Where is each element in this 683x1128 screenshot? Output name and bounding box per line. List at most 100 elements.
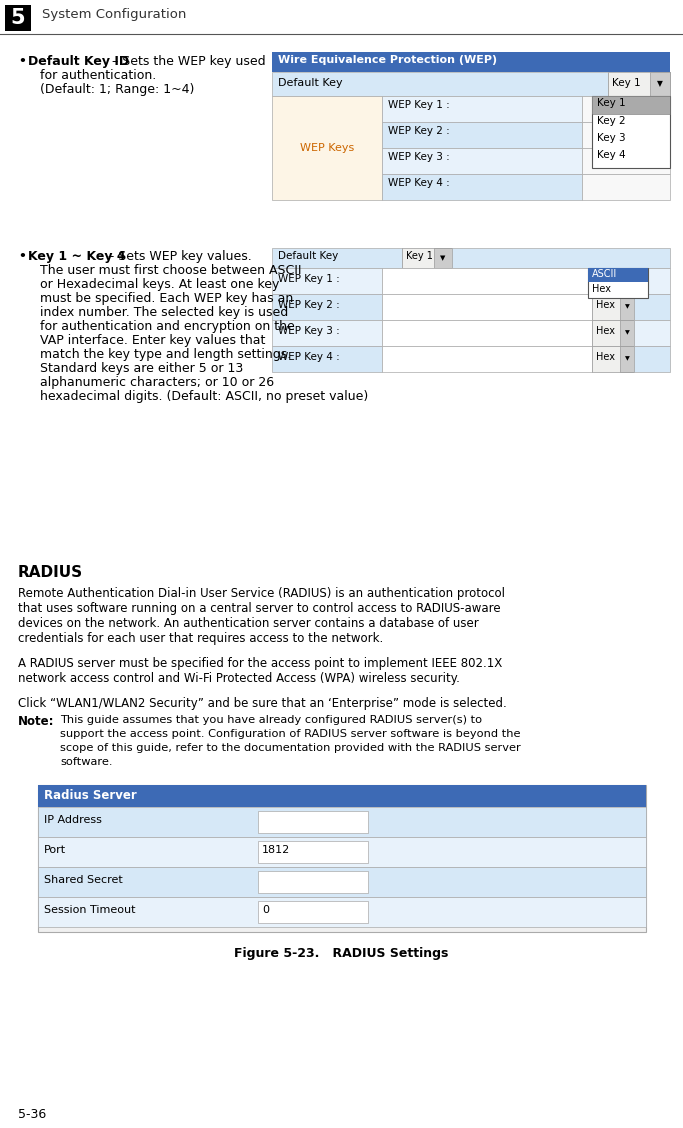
Text: 5: 5 [11,8,25,28]
Bar [258,841,368,863]
Bar [434,248,452,268]
Text: – Sets WEP key values.: – Sets WEP key values. [104,250,252,263]
Bar [272,96,382,200]
Bar [592,96,670,168]
Text: credentials for each user that requires access to the network.: credentials for each user that requires … [18,632,383,645]
Text: System Configuration: System Configuration [42,8,186,21]
Text: devices on the network. An authentication server contains a database of user: devices on the network. An authenticatio… [18,617,479,631]
Bar [38,867,646,897]
Text: Key 1: Key 1 [612,78,641,88]
Bar [258,871,368,893]
Bar [272,346,382,372]
Bar [272,52,670,72]
Text: IP Address: IP Address [44,816,102,825]
Text: Key 1 ~ Key 4: Key 1 ~ Key 4 [28,250,126,263]
Text: Hex: Hex [596,274,615,284]
Text: 5-36: 5-36 [18,1108,46,1121]
Bar [588,268,648,298]
Bar [38,897,646,927]
Text: This guide assumes that you have already configured RADIUS server(s) to: This guide assumes that you have already… [60,715,482,725]
Bar [620,346,634,372]
Text: Figure 5-23.   RADIUS Settings: Figure 5-23. RADIUS Settings [234,948,449,960]
Bar [382,320,592,346]
Text: WEP Key 1 :: WEP Key 1 : [388,100,449,111]
Text: Hex: Hex [592,284,611,294]
Bar [38,785,646,932]
Text: Default Key: Default Key [278,78,343,88]
Text: 0: 0 [262,905,269,915]
Bar [592,294,634,320]
Text: Standard keys are either 5 or 13: Standard keys are either 5 or 13 [40,362,243,374]
Bar [382,268,592,294]
Text: ▼: ▼ [441,255,446,261]
Text: (Default: 1; Range: 1~4): (Default: 1; Range: 1~4) [40,83,195,96]
Text: support the access point. Configuration of RADIUS server software is beyond the: support the access point. Configuration … [60,729,520,739]
Text: Hex: Hex [596,300,615,310]
Text: Hex: Hex [596,326,615,336]
Text: Note:: Note: [18,715,55,728]
Text: network access control and Wi-Fi Protected Access (WPA) wireless security.: network access control and Wi-Fi Protect… [18,672,460,685]
Bar [272,248,402,268]
Text: Wire Equivalence Protection (WEP): Wire Equivalence Protection (WEP) [278,55,497,65]
Text: The user must first choose between ASCII: The user must first choose between ASCII [40,264,301,277]
Text: A RADIUS server must be specified for the access point to implement IEEE 802.1X: A RADIUS server must be specified for th… [18,656,502,670]
Text: must be specified. Each WEP key has an: must be specified. Each WEP key has an [40,292,293,305]
Text: RADIUS: RADIUS [18,565,83,580]
Text: for authentication.: for authentication. [40,69,156,82]
Bar [634,294,670,320]
Bar [382,174,582,200]
Bar [402,248,452,268]
Bar [608,72,670,96]
Text: software.: software. [60,757,113,767]
Bar [382,346,592,372]
Text: Click “WLAN1/WLAN2 Security” and be sure that an ‘Enterprise” mode is selected.: Click “WLAN1/WLAN2 Security” and be sure… [18,697,507,710]
Text: ▼: ▼ [625,305,629,309]
Bar [592,320,634,346]
Text: for authentication and encryption on the: for authentication and encryption on the [40,320,295,333]
Text: Remote Authentication Dial-in User Service (RADIUS) is an authentication protoco: Remote Authentication Dial-in User Servi… [18,587,505,600]
Bar [382,294,592,320]
Text: ▼: ▼ [625,279,629,283]
Text: •: • [18,55,26,68]
Text: WEP Key 4 :: WEP Key 4 : [388,178,449,188]
Bar [650,72,670,96]
Bar [382,122,582,148]
Text: Key 3: Key 3 [597,133,626,143]
Text: Default Key ID: Default Key ID [28,55,129,68]
Text: Key 4: Key 4 [597,150,626,160]
Text: WEP Key 2 :: WEP Key 2 : [278,300,339,310]
Text: WEP Key 3 :: WEP Key 3 : [388,152,449,162]
Bar [272,320,382,346]
Bar [592,268,634,294]
Bar [38,807,646,837]
Text: WEP Key 2 :: WEP Key 2 : [388,126,449,136]
Text: Key 1: Key 1 [597,98,626,108]
Text: •: • [18,250,26,263]
Text: Shared Secret: Shared Secret [44,875,123,885]
Text: Key 2: Key 2 [597,116,626,126]
Bar [258,901,368,923]
Bar [382,96,582,122]
Bar [272,294,382,320]
Text: ASCII: ASCII [592,268,617,279]
Text: Session Timeout: Session Timeout [44,905,135,915]
Bar [634,320,670,346]
Bar [38,785,646,807]
Text: Hex: Hex [596,352,615,362]
Text: ▼: ▼ [657,79,663,88]
Bar [382,148,582,174]
Text: – Sets the WEP key used: – Sets the WEP key used [108,55,266,68]
Bar [620,320,634,346]
Text: match the key type and length settings.: match the key type and length settings. [40,349,291,361]
Bar [592,96,670,114]
Text: Key 1: Key 1 [406,252,433,261]
Bar [272,268,382,294]
Bar [272,72,608,96]
Text: 1812: 1812 [262,845,290,855]
Bar [634,346,670,372]
Bar [592,346,634,372]
Text: WEP Key 3 :: WEP Key 3 : [278,326,339,336]
Bar [582,174,670,200]
Bar [620,294,634,320]
Text: Radius Server: Radius Server [44,788,137,802]
